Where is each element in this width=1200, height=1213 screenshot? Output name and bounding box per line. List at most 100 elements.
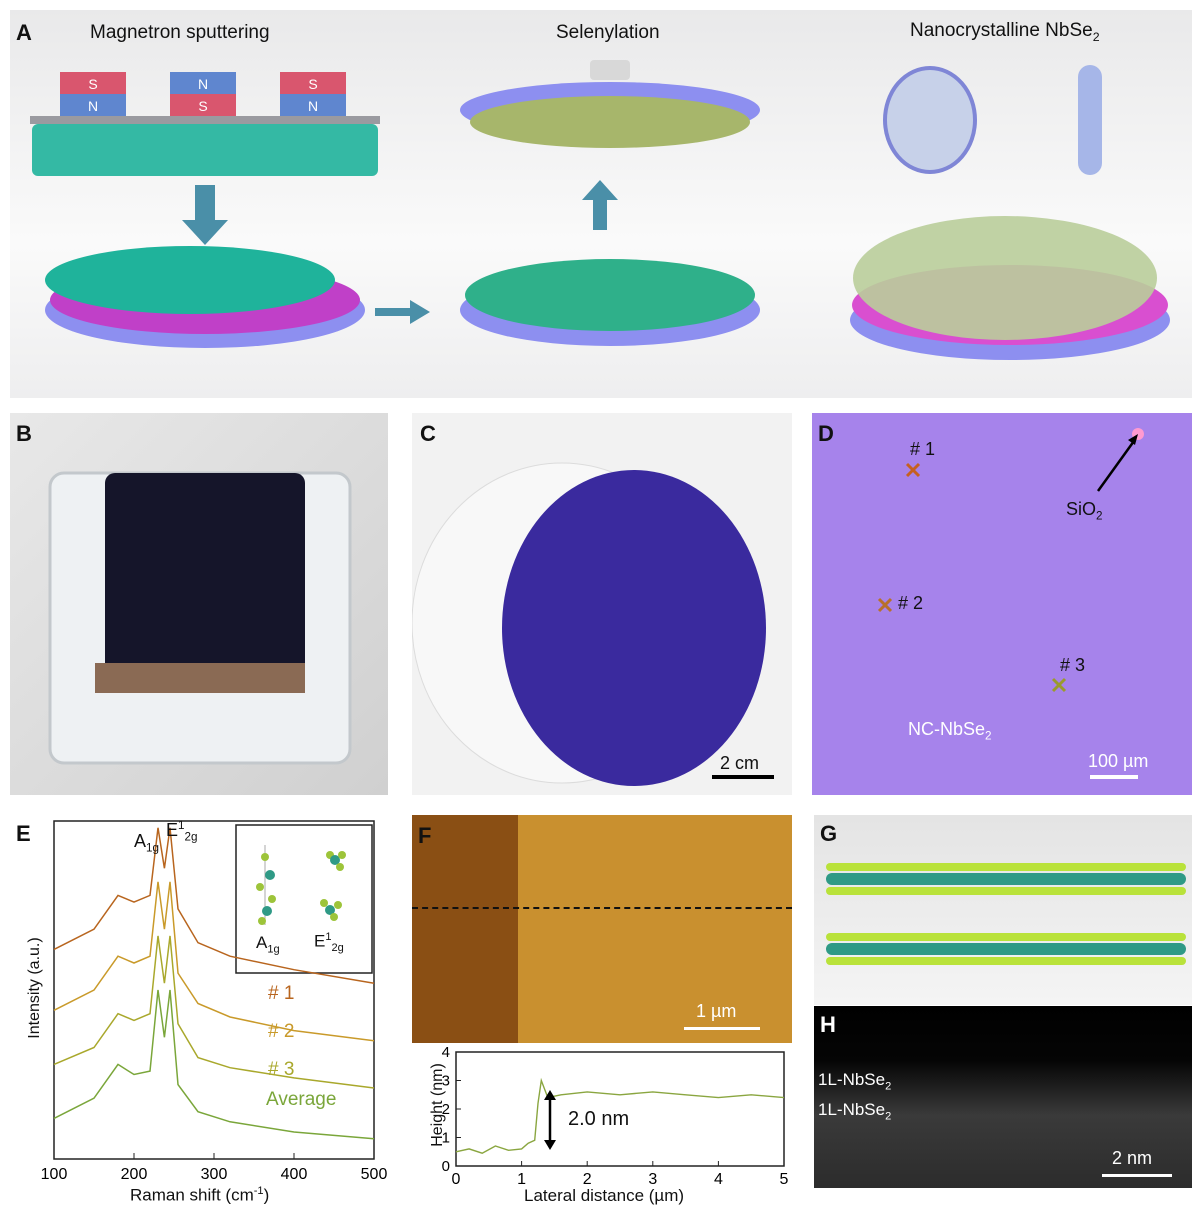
raman-chart-svg: 100 200 300 400 500 [41, 820, 387, 1183]
raman-series-2 [53, 881, 375, 1042]
sio2-label: SiO2 [1066, 499, 1103, 523]
transfer-arrow [375, 300, 430, 324]
sio2-arrow [1096, 440, 1136, 492]
layer-2-label-sub: 2 [885, 1110, 892, 1123]
layer-1-nb [826, 873, 1186, 885]
raman-x-label-sup: -1 [253, 1185, 264, 1197]
wafer-front [95, 663, 305, 693]
bilayer-structure-svg [826, 863, 1186, 965]
inset-a1g-main: A [256, 933, 268, 952]
nbse2-wafer [502, 470, 766, 786]
peak-e12g-sup: 1 [178, 819, 185, 832]
panel-d-image: D # 1 # 2 # 3 SiO2 NC-NbSe2 100 µm [812, 413, 1192, 795]
scale-bar-c-label: 2 cm [720, 753, 760, 773]
series-label-3: # 3 [268, 1059, 295, 1080]
raman-series-1 [53, 827, 375, 984]
peak-a1g-label: A1g [134, 831, 159, 855]
raman-x-tick-label: 400 [281, 1166, 308, 1183]
series-label-1: # 1 [268, 983, 295, 1004]
afm-linecut [412, 907, 792, 909]
magnet-label-2: N [88, 98, 98, 114]
height-profile-svg: 0 1 2 3 4 5 0 1 2 3 4 [442, 1046, 789, 1188]
inset-mode-e12g-icon [320, 851, 346, 921]
panel-b-label: B [16, 421, 32, 446]
panel-a-illustration: S N N S S N [30, 60, 1170, 360]
marker-1-icon [905, 462, 921, 478]
raman-x-tick-label: 100 [41, 1166, 68, 1183]
magnet-label-3: N [198, 76, 208, 92]
scale-bar-h-label: 2 nm [1112, 1148, 1153, 1168]
profile-ticks-group: 0 1 2 3 4 5 0 1 2 3 4 [442, 1046, 789, 1188]
substrate-2-film [465, 259, 755, 331]
panel-g-structure: G [814, 815, 1192, 1005]
layer-1-label: 1L-NbSe2 [818, 1070, 891, 1092]
panel-a-label: A [16, 20, 32, 45]
inset-a1g-label: A1g [256, 933, 280, 955]
selenylation-arrow [582, 180, 618, 230]
point-3-label: # 3 [1060, 655, 1086, 675]
nanocrystal-lattice [853, 216, 1157, 340]
peak-a1g-main: A [134, 831, 147, 851]
peak-e12g-sub: 2g [184, 830, 198, 844]
raman-series-group [53, 827, 375, 1140]
nanocrystal-side-view [1078, 65, 1102, 175]
afm-substrate-region [412, 815, 518, 1043]
panel-h-label: H [820, 1012, 836, 1037]
raman-x-tick-label: 300 [201, 1166, 228, 1183]
step-arrow-down-icon [544, 1140, 556, 1150]
profile-y-tick-label: 3 [442, 1073, 450, 1090]
raman-x-label: Raman shift (cm-1) [130, 1185, 269, 1206]
panel-g-label: G [820, 821, 838, 846]
profile-x-tick-label: 0 [452, 1171, 461, 1188]
profile-x-tick-label: 2 [583, 1171, 592, 1188]
profile-x-tick-label: 5 [780, 1171, 789, 1188]
step-arrow-up-icon [544, 1090, 556, 1100]
wafer-box-illustration [48, 471, 352, 765]
scale-bar-f-label: 1 µm [696, 1001, 737, 1021]
wafer-hand-illustration [412, 462, 774, 786]
point-2-label: # 2 [898, 593, 924, 613]
magnet-label-5: S [308, 76, 317, 92]
heater-knob [590, 60, 630, 80]
magnet-label-4: S [198, 98, 207, 114]
peak-e12g-main: E [166, 820, 179, 840]
film-label-main: NC-NbSe [908, 719, 986, 739]
raman-x-label-main: Raman shift (cm [130, 1185, 254, 1205]
sio2-arrowhead [1128, 434, 1138, 445]
step1-title: Magnetron sputtering [90, 22, 270, 43]
inset-e12g-sup: 1 [325, 931, 332, 943]
sio2-label-sub: 2 [1096, 509, 1103, 523]
inset-e12g-label: E12g [314, 931, 344, 954]
point-1-label: # 1 [910, 439, 936, 459]
film-label: NC-NbSe2 [908, 719, 992, 743]
profile-x-tick-label: 1 [517, 1171, 526, 1188]
series-label-average: Average [266, 1089, 337, 1110]
raman-series-4 [53, 989, 375, 1140]
magnet-group [60, 72, 346, 116]
layer-1-label-sub: 2 [885, 1080, 892, 1093]
sputter-arrow [182, 185, 228, 245]
nanocrystal-zoom-circle [883, 66, 977, 174]
profile-x-tick-label: 4 [714, 1171, 723, 1188]
target-plate [30, 116, 380, 124]
profile-x-label: Lateral distance (µm) [524, 1186, 685, 1205]
inset-e12g-sub: 2g [331, 942, 344, 955]
step3-title-main: Nanocrystalline NbSe [910, 20, 1093, 41]
raman-x-tick-label: 200 [121, 1166, 148, 1183]
inset-e12g-main: E [314, 931, 326, 951]
profile-y-tick-label: 1 [442, 1130, 450, 1147]
layer-2-label-main: 1L-NbSe [818, 1100, 886, 1119]
step3-title-sub: 2 [1092, 29, 1100, 44]
raman-series-3 [53, 935, 375, 1089]
raman-inset-frame [235, 824, 373, 974]
profile-x-tick-label: 3 [648, 1171, 657, 1188]
profile-y-label: Height (nm) [429, 1063, 446, 1147]
inset-mode-a1g-icon [256, 845, 276, 925]
peak-a1g-sub: 1g [146, 841, 160, 855]
layer-2-label: 1L-NbSe2 [818, 1100, 891, 1122]
panel-d-overlay [877, 428, 1144, 779]
height-profile-line [455, 1077, 785, 1154]
raman-x-label-end: ) [263, 1185, 270, 1205]
step-height-label: 2.0 nm [568, 1108, 630, 1130]
panel-e-label: E [16, 821, 31, 846]
